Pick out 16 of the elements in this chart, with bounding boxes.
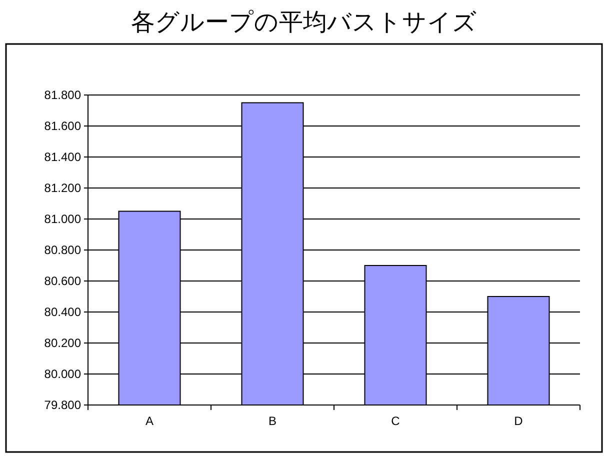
y-tick-label: 80.000 <box>44 367 82 381</box>
y-tick-label: 81.400 <box>44 150 82 164</box>
y-tick-label: 80.200 <box>44 336 82 350</box>
y-tick-label: 80.400 <box>44 305 82 319</box>
y-tick-label: 81.000 <box>44 212 82 226</box>
y-tick-label: 81.800 <box>44 88 82 102</box>
y-tick-label: 81.200 <box>44 181 82 195</box>
x-tick-label: C <box>391 414 400 428</box>
y-tick-label: 80.800 <box>44 243 82 257</box>
x-tick-label: D <box>514 414 524 428</box>
y-tick-label: 80.600 <box>44 274 82 288</box>
chart-title: 各グループの平均バストサイズ <box>131 8 477 36</box>
y-tick-label: 79.800 <box>44 398 82 412</box>
x-tick-label: B <box>268 414 277 428</box>
y-tick-label: 81.600 <box>44 119 82 133</box>
x-tick-label: A <box>145 414 154 428</box>
